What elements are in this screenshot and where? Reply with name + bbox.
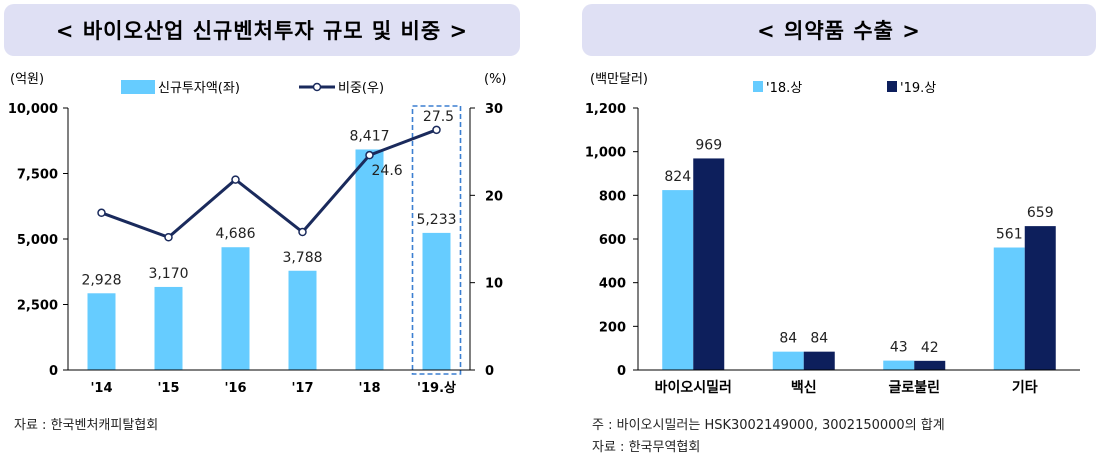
bar-value-label: 8,417 [349, 128, 389, 144]
x-tick-label: 글로불린 [888, 379, 940, 396]
bar-value-label: 824 [664, 169, 691, 185]
legend-line-marker [312, 82, 322, 92]
bar-value-label: 2,928 [81, 272, 121, 288]
y-tick-label: 800 [599, 189, 626, 204]
bar-value-label: 84 [779, 331, 797, 347]
y-tick-label: 1,000 [585, 146, 626, 161]
bar-2019h1 [1024, 226, 1056, 370]
x-tick-label: 기타 [1012, 380, 1038, 396]
bar-value-label: 43 [890, 340, 908, 356]
left-source: 자료 : 한국벤처캐피탈협회 [14, 418, 159, 433]
right-tick-label: 10 [485, 277, 503, 292]
legend-bar-swatch [121, 80, 155, 94]
bar-investment [288, 270, 317, 370]
bar-investment [221, 247, 250, 370]
bar-value-label: 3,170 [148, 266, 188, 282]
legend-2019h1-label: '19.상 [900, 81, 936, 96]
bar-value-label: 969 [695, 137, 722, 153]
right-tick-label: 30 [485, 102, 503, 117]
left-tick-label: 5,000 [17, 233, 58, 248]
highlight-box [411, 105, 462, 375]
line-point [432, 125, 441, 135]
bar-value-label: 42 [921, 340, 939, 356]
x-tick-label: '18 [358, 381, 380, 396]
right-tick-label: 0 [485, 364, 494, 379]
bar-2018h1 [772, 351, 804, 370]
bar-value-label: 3,788 [282, 250, 322, 266]
legend-line-label: 비중(우) [338, 81, 384, 96]
left-tick-label: 10,000 [8, 102, 58, 117]
venture-investment-chart: 2,928 3,170 4,686 3,788 8,417 5,233 0 2,500 5,00… [8, 72, 507, 396]
line-share [100, 128, 438, 239]
bar-2018h1 [662, 190, 694, 370]
x-tick-label: 백신 [791, 380, 817, 396]
legend-2018h1-label: '18.상 [766, 81, 802, 96]
bar-investment [422, 232, 451, 370]
bar-2019h1 [914, 360, 946, 370]
right-source: 자료 : 한국무역협회 [592, 440, 701, 455]
line-value-label: 24.6 [372, 163, 403, 179]
bar-investment [355, 149, 384, 370]
right-axis-unit: (%) [484, 72, 507, 87]
line-point [365, 150, 374, 160]
line-point [298, 227, 307, 237]
right-note: 주 : 바이오시밀러는 HSK3002149000, 3002150000의 합… [592, 418, 945, 433]
left-tick-label: 0 [49, 364, 58, 379]
bar-value-label: 561 [996, 227, 1023, 243]
bar-value-label: 5,233 [416, 212, 456, 228]
x-tick-label: 바이오시밀러 [655, 379, 732, 396]
right-chart-title: < 의약품 수출 > [582, 4, 1096, 56]
bar-2018h1 [993, 247, 1025, 370]
y-axis-unit: (백만달러) [590, 72, 648, 87]
bar-investment [87, 293, 116, 370]
line-point [164, 233, 173, 242]
bar-value-label: 4,686 [215, 226, 255, 242]
y-tick-label: 200 [599, 320, 626, 335]
x-tick-label: '17 [291, 381, 313, 396]
y-tick-label: 1,200 [585, 102, 626, 117]
left-tick-label: 7,500 [17, 168, 58, 183]
x-tick-label: '14 [90, 381, 112, 396]
x-tick-label: '19.상 [417, 381, 456, 396]
bar-value-label: 659 [1027, 205, 1054, 221]
bar-2019h1 [803, 351, 835, 370]
left-axis-unit: (억원) [10, 72, 44, 87]
legend-2019h1-swatch [887, 81, 897, 92]
line-point [231, 175, 240, 184]
line-value-label: 27.5 [423, 109, 454, 125]
bar-2019h1 [693, 158, 725, 370]
legend-2018h1-swatch [753, 81, 763, 92]
y-tick-label: 600 [599, 233, 626, 248]
bar-value-label: 84 [810, 331, 828, 347]
x-tick-label: '16 [224, 381, 246, 396]
line-point [97, 208, 106, 218]
left-chart-title: < 바이오산업 신규벤처투자 규모 및 비중 > [4, 4, 520, 56]
bar-2018h1 [883, 360, 915, 370]
x-tick-label: '15 [157, 381, 179, 396]
bar-investment [154, 286, 183, 370]
right-tick-label: 20 [485, 189, 503, 204]
y-tick-label: 0 [617, 364, 626, 379]
legend-bar-label: 신규투자액(좌) [158, 81, 240, 96]
left-tick-label: 2,500 [17, 299, 58, 314]
y-tick-label: 400 [599, 277, 626, 292]
